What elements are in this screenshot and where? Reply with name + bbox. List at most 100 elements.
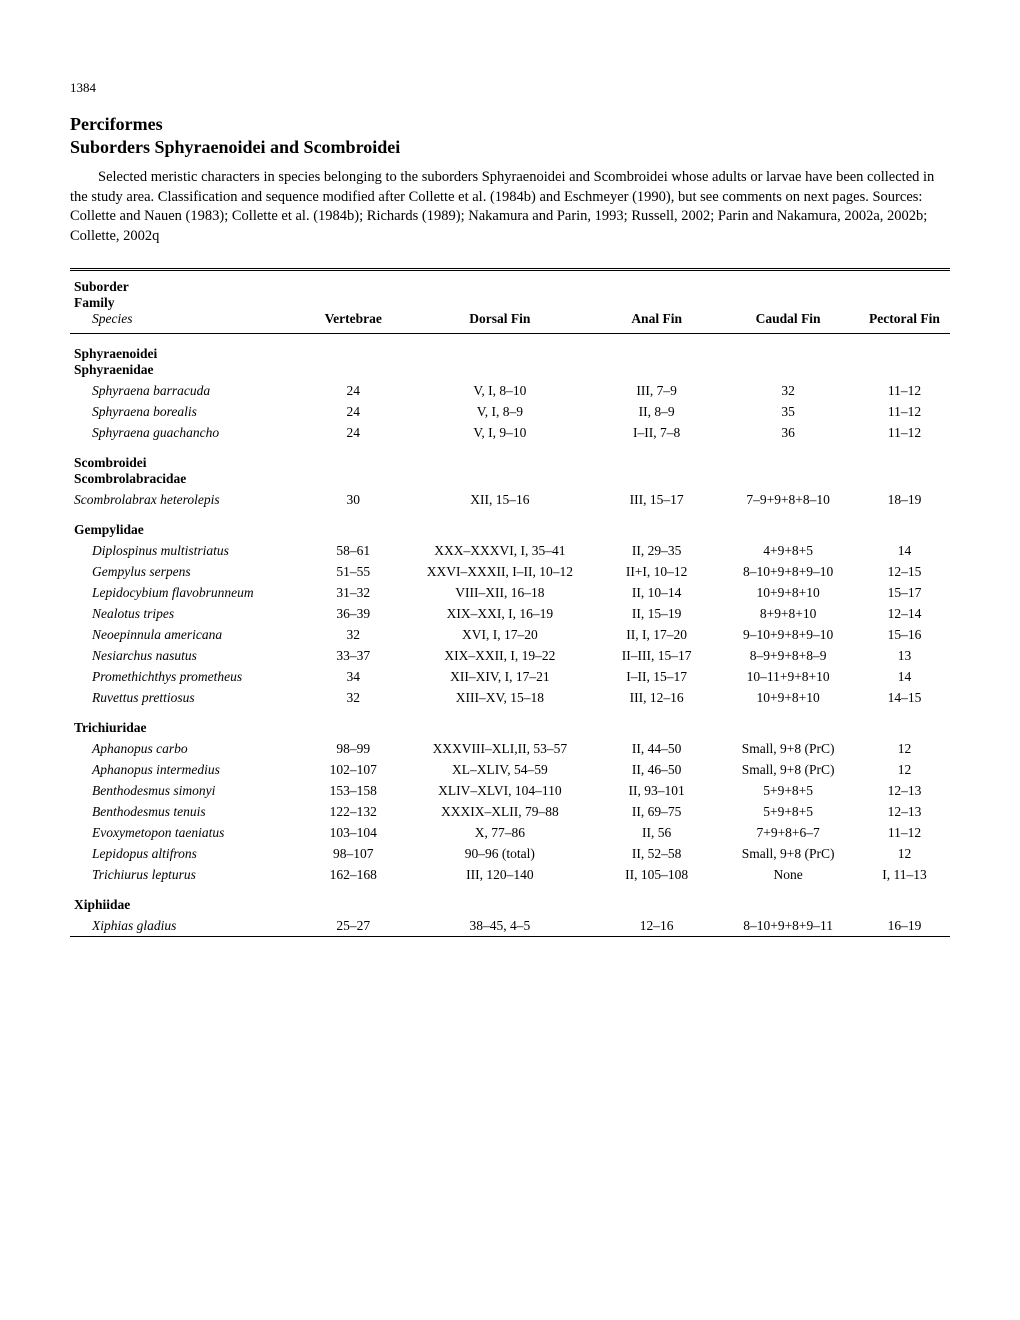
data-cell: 15–17 — [859, 582, 950, 603]
data-cell: 11–12 — [859, 380, 950, 401]
data-cell: 18–19 — [859, 489, 950, 510]
table-row: Aphanopus carbo98–99XXXVIII–XLI,II, 53–5… — [70, 738, 950, 759]
data-cell: Small, 9+8 (PrC) — [717, 738, 859, 759]
group-header: Gempylidae — [70, 510, 950, 540]
data-cell: 35 — [717, 401, 859, 422]
data-cell: XLIV–XLVI, 104–110 — [404, 780, 596, 801]
data-cell: 33–37 — [303, 645, 404, 666]
data-cell: II, 29–35 — [596, 540, 717, 561]
data-cell: II, 44–50 — [596, 738, 717, 759]
species-cell: Sphyraena barracuda — [70, 380, 303, 401]
table-row: Sphyraena guachancho24V, I, 9–10I–II, 7–… — [70, 422, 950, 443]
data-cell: II, 105–108 — [596, 864, 717, 885]
species-cell: Aphanopus intermedius — [70, 759, 303, 780]
data-cell: 36–39 — [303, 603, 404, 624]
table-row: Nesiarchus nasutus33–37XIX–XXII, I, 19–2… — [70, 645, 950, 666]
data-cell: 8–10+9+8+9–11 — [717, 915, 859, 936]
data-cell: 10–11+9+8+10 — [717, 666, 859, 687]
header-species-label: Species — [74, 311, 299, 327]
data-cell: 98–99 — [303, 738, 404, 759]
data-cell: 9–10+9+8+9–10 — [717, 624, 859, 645]
table-row: Neoepinnula americana32XVI, I, 17–20II, … — [70, 624, 950, 645]
data-cell: 12–13 — [859, 801, 950, 822]
table-row: Xiphias gladius25–2738–45, 4–512–168–10+… — [70, 915, 950, 936]
species-cell: Diplospinus multistriatus — [70, 540, 303, 561]
data-cell: 32 — [303, 687, 404, 708]
header-anal: Anal Fin — [596, 271, 717, 334]
data-cell: 15–16 — [859, 624, 950, 645]
data-cell: Small, 9+8 (PrC) — [717, 759, 859, 780]
data-cell: XXVI–XXXII, I–II, 10–12 — [404, 561, 596, 582]
data-cell: 7–9+9+8+8–10 — [717, 489, 859, 510]
group-header: SphyraenoideiSphyraenidae — [70, 334, 950, 381]
data-cell: 11–12 — [859, 422, 950, 443]
data-cell: 38–45, 4–5 — [404, 915, 596, 936]
table-row: Sphyraena borealis24V, I, 8–9II, 8–93511… — [70, 401, 950, 422]
table-row: Evoxymetopon taeniatus103–104X, 77–86II,… — [70, 822, 950, 843]
header-pectoral: Pectoral Fin — [859, 271, 950, 334]
data-cell: XXXIX–XLII, 79–88 — [404, 801, 596, 822]
data-cell: 32 — [303, 624, 404, 645]
data-cell: XIII–XV, 15–18 — [404, 687, 596, 708]
header-family-label: Family — [74, 295, 299, 311]
data-cell: III, 7–9 — [596, 380, 717, 401]
species-cell: Lepidocybium flavobrunneum — [70, 582, 303, 603]
data-cell: 14–15 — [859, 687, 950, 708]
data-cell: V, I, 8–9 — [404, 401, 596, 422]
data-cell: 24 — [303, 422, 404, 443]
data-cell: 14 — [859, 540, 950, 561]
data-cell: II, 56 — [596, 822, 717, 843]
species-cell: Benthodesmus simonyi — [70, 780, 303, 801]
data-cell: 12 — [859, 738, 950, 759]
data-cell: 4+9+8+5 — [717, 540, 859, 561]
data-cell: I, 11–13 — [859, 864, 950, 885]
table-row: Ruvettus prettiosus32XIII–XV, 15–18III, … — [70, 687, 950, 708]
data-cell: V, I, 8–10 — [404, 380, 596, 401]
data-cell: 8–9+9+8+8–9 — [717, 645, 859, 666]
data-cell: 24 — [303, 401, 404, 422]
data-cell: III, 15–17 — [596, 489, 717, 510]
data-cell: 25–27 — [303, 915, 404, 936]
data-cell: 103–104 — [303, 822, 404, 843]
table-row: Promethichthys prometheus34XII–XIV, I, 1… — [70, 666, 950, 687]
data-cell: 10+9+8+10 — [717, 582, 859, 603]
data-cell: 51–55 — [303, 561, 404, 582]
data-cell: 153–158 — [303, 780, 404, 801]
data-cell: V, I, 9–10 — [404, 422, 596, 443]
data-cell: 12–13 — [859, 780, 950, 801]
data-cell: 8–10+9+8+9–10 — [717, 561, 859, 582]
data-cell: 10+9+8+10 — [717, 687, 859, 708]
title-order: Perciformes — [70, 114, 950, 135]
table-row: Benthodesmus tenuis122–132XXXIX–XLII, 79… — [70, 801, 950, 822]
data-cell: XXXVIII–XLI,II, 53–57 — [404, 738, 596, 759]
data-cell: III, 12–16 — [596, 687, 717, 708]
data-cell: 90–96 (total) — [404, 843, 596, 864]
table-row: Trichiurus lepturus162–168III, 120–140II… — [70, 864, 950, 885]
species-cell: Promethichthys prometheus — [70, 666, 303, 687]
intro-paragraph: Selected meristic characters in species … — [70, 168, 950, 246]
data-cell: XIX–XXI, I, 16–19 — [404, 603, 596, 624]
data-cell: II, 69–75 — [596, 801, 717, 822]
species-cell: Nesiarchus nasutus — [70, 645, 303, 666]
data-cell: 12–14 — [859, 603, 950, 624]
title-suborders: Suborders Sphyraenoidei and Scombroidei — [70, 137, 950, 158]
data-cell: 30 — [303, 489, 404, 510]
data-cell: 12 — [859, 759, 950, 780]
species-cell: Sphyraena borealis — [70, 401, 303, 422]
species-cell: Neoepinnula americana — [70, 624, 303, 645]
species-cell: Lepidopus altifrons — [70, 843, 303, 864]
data-cell: II+I, 10–12 — [596, 561, 717, 582]
data-cell: III, 120–140 — [404, 864, 596, 885]
group-header: Xiphiidae — [70, 885, 950, 915]
data-cell: 13 — [859, 645, 950, 666]
data-cell: 32 — [717, 380, 859, 401]
header-species: Suborder Family Species — [70, 271, 303, 334]
data-cell: Small, 9+8 (PrC) — [717, 843, 859, 864]
data-cell: 16–19 — [859, 915, 950, 936]
table-row: Benthodesmus simonyi153–158XLIV–XLVI, 10… — [70, 780, 950, 801]
table-row: Lepidocybium flavobrunneum31–32VIII–XII,… — [70, 582, 950, 603]
species-cell: Evoxymetopon taeniatus — [70, 822, 303, 843]
table-row: Scombrolabrax heterolepis30XII, 15–16III… — [70, 489, 950, 510]
data-cell: XL–XLIV, 54–59 — [404, 759, 596, 780]
species-cell: Nealotus tripes — [70, 603, 303, 624]
